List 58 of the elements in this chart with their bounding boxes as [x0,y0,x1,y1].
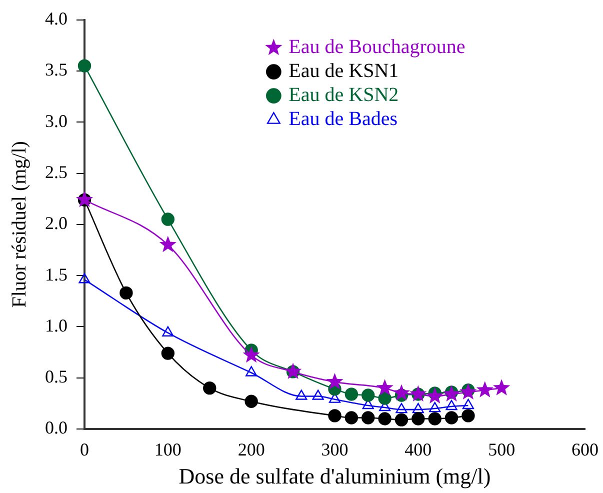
point [120,286,133,300]
point [203,381,216,395]
point [394,413,408,426]
legend-label: Eau de KSN2 [288,84,399,106]
x-tick-label: 200 [238,440,265,460]
point [392,384,410,400]
y-tick-label: 4.0 [45,8,68,29]
y-tick-label: 1.0 [45,315,68,336]
point [412,402,424,414]
y-tick-label: 0.5 [45,366,68,387]
x-tick-label: 400 [404,440,432,460]
point [462,398,474,410]
point [378,412,392,426]
point [446,400,458,410]
y-tick-label: 3.5 [45,60,68,80]
y-tick-label: 3.0 [45,110,68,131]
point [493,379,510,396]
x-tick-label: 100 [154,440,182,460]
point [246,366,258,376]
point [344,388,358,401]
point [242,346,260,363]
point [344,411,358,424]
point [444,411,458,424]
x-axis-title: Dose de sulfate d'aluminium (mg/l) [178,464,491,489]
point [159,236,176,252]
point [362,388,375,402]
point [362,411,375,424]
point [429,402,441,412]
point [476,381,494,398]
y-tick-label: 2.0 [45,213,68,234]
point [78,59,92,72]
point [161,346,175,360]
point [462,409,475,422]
y-tick-label: 1.5 [45,264,68,284]
x-tick-label: 600 [572,440,598,460]
point [296,390,308,400]
legend-label: Eau de Bouchagroune [288,36,466,58]
point [396,402,408,414]
y-tick-label: 2.5 [45,162,68,182]
point [326,372,344,390]
x-tick-label: 500 [488,440,516,460]
legend-label: Eau de KSN1 [288,60,399,82]
point [244,394,258,408]
point [162,326,174,336]
point [312,390,324,400]
y-tick-label: 0.0 [45,418,68,438]
point [412,412,425,426]
point [78,273,90,284]
point [428,412,442,426]
point [328,409,342,422]
point [426,387,444,404]
x-tick-label: 0 [80,440,89,460]
point [378,392,392,405]
y-axis-title: Fluor résiduel (mg/l) [8,141,30,308]
point [376,379,394,396]
x-tick-label: 300 [321,440,348,460]
legend-label: Eau de Bades [288,108,398,130]
point [161,212,175,226]
